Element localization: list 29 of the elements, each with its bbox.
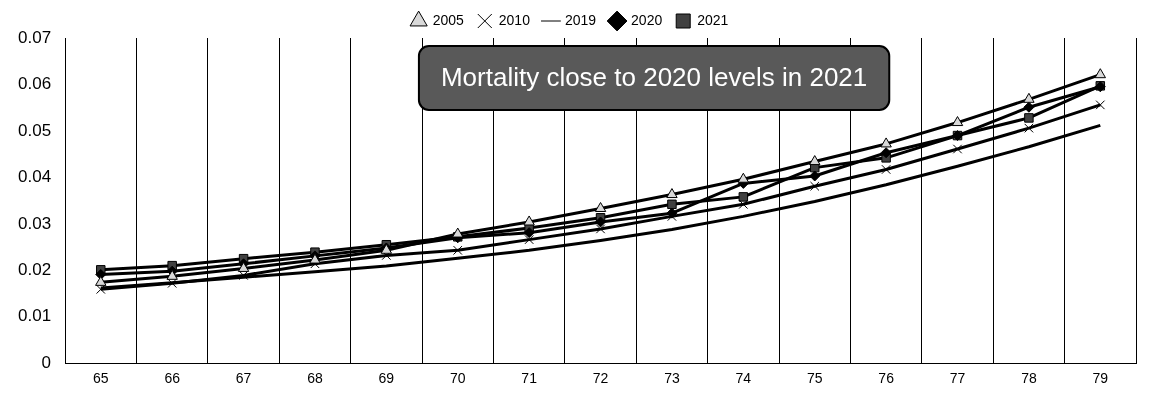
x-tick-label: 75 [806, 370, 823, 387]
y-tick-label: 0.02 [17, 259, 52, 279]
y-tick-label: 0.03 [17, 213, 52, 233]
x-tick-label: 73 [664, 370, 680, 387]
x-tick-label: 74 [735, 370, 752, 387]
x-tick-label: 79 [1092, 370, 1109, 387]
x-tick-label: 77 [949, 370, 966, 387]
x-tick-label: 65 [92, 370, 109, 387]
legend-label: 2019 [564, 11, 597, 28]
y-tick-label: 0.06 [17, 74, 52, 94]
legend-label: 2005 [432, 11, 464, 28]
x-tick-label: 67 [235, 370, 252, 387]
x-tick-label: 72 [592, 370, 609, 387]
annotation: Mortality close to 2020 levels in 2021 [440, 62, 868, 93]
legend-label: 2010 [498, 11, 531, 28]
x-tick-label: 70 [449, 370, 466, 387]
legend-label: 2020 [631, 11, 663, 28]
x-tick-label: 76 [878, 370, 895, 387]
x-tick-label: 66 [164, 370, 181, 387]
y-tick-label: 0 [41, 352, 52, 372]
y-tick-label: 0.04 [17, 167, 52, 187]
y-tick-label: 0.07 [17, 27, 52, 47]
y-tick-label: 0.05 [17, 120, 52, 140]
x-tick-label: 68 [307, 370, 323, 387]
x-tick-label: 71 [521, 370, 538, 387]
x-tick-label: 69 [378, 370, 395, 387]
x-tick-label: 78 [1021, 370, 1037, 387]
y-tick-label: 0.01 [17, 306, 52, 326]
legend-label: 2021 [697, 11, 729, 28]
